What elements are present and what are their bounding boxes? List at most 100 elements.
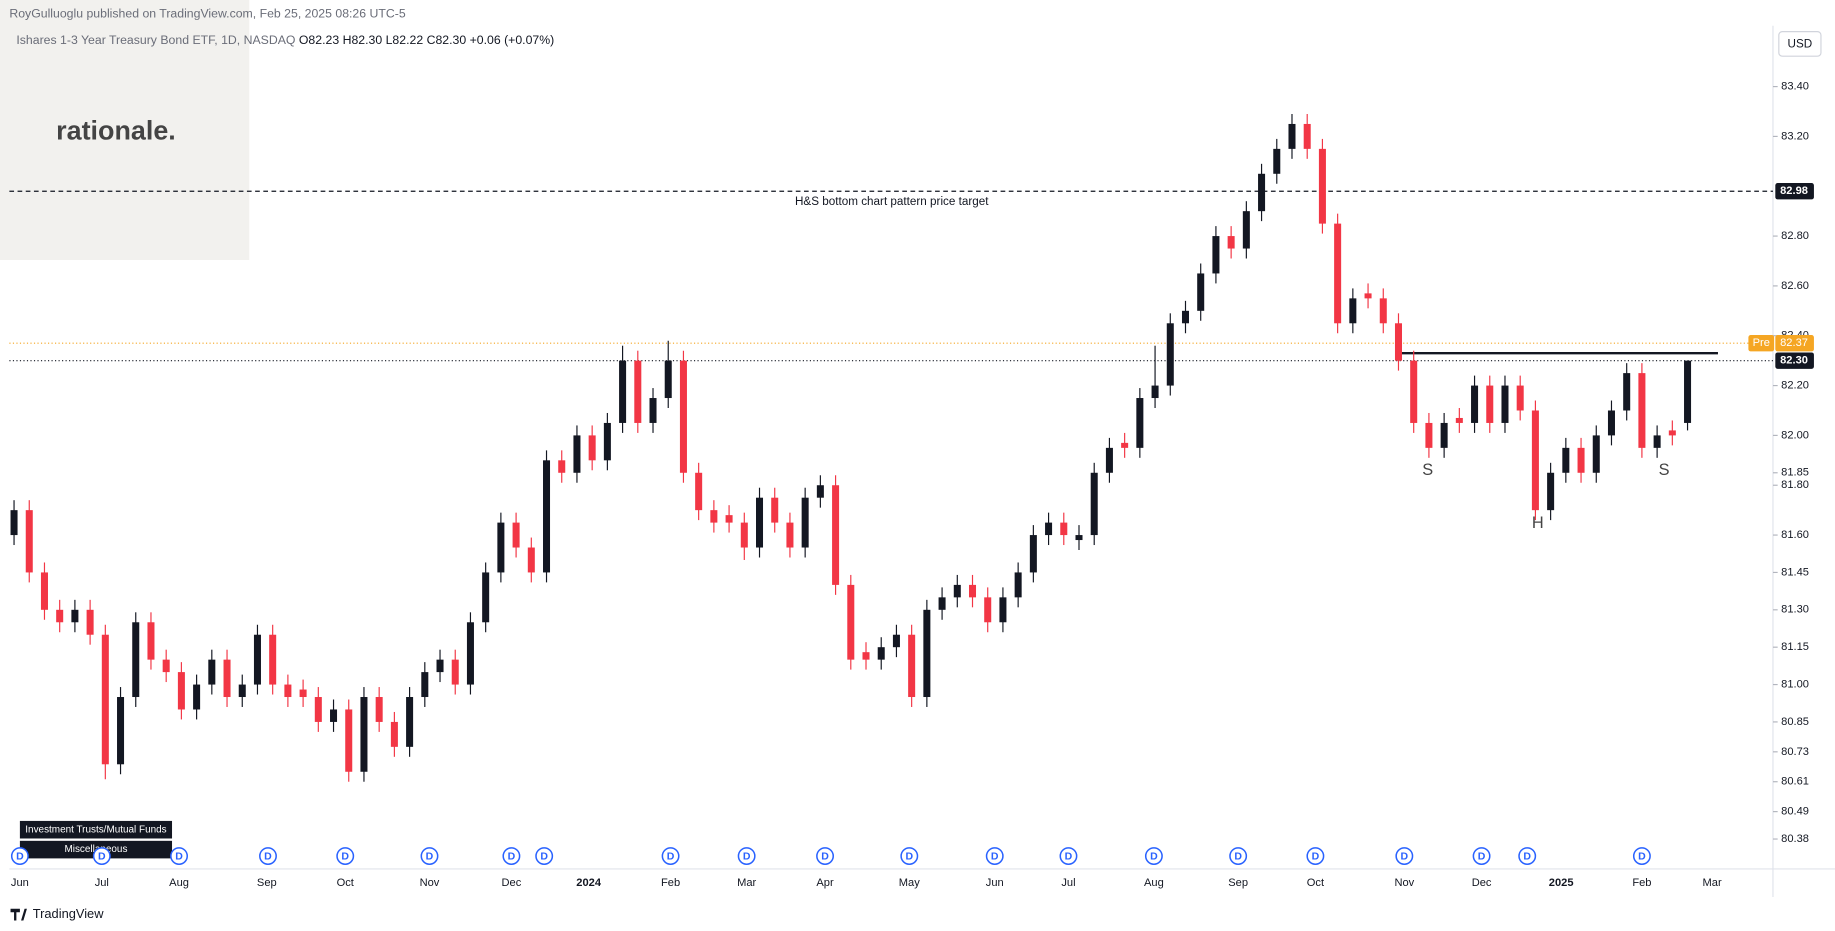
dividend-marker[interactable] bbox=[1229, 847, 1248, 866]
dividend-label[interactable]: D bbox=[743, 850, 751, 862]
dividend-marker[interactable] bbox=[170, 847, 189, 866]
dividend-marker[interactable] bbox=[1472, 847, 1491, 866]
x-tick-label: Oct bbox=[1307, 877, 1324, 889]
dividend-label[interactable]: D bbox=[1312, 850, 1320, 862]
candle-body bbox=[695, 472, 703, 511]
x-tick-label: Jul bbox=[1061, 877, 1075, 889]
y-tick-label: 81.85 bbox=[1781, 467, 1809, 479]
candle-body bbox=[1075, 535, 1083, 541]
currency-button[interactable] bbox=[1778, 31, 1822, 57]
dividend-marker[interactable] bbox=[92, 847, 111, 866]
dividend-label[interactable]: D bbox=[1401, 850, 1409, 862]
dividend-label[interactable]: D bbox=[1478, 850, 1486, 862]
dividend-marker[interactable] bbox=[1059, 847, 1078, 866]
price-label-box bbox=[1775, 183, 1814, 200]
dividend-label[interactable]: D bbox=[16, 850, 24, 862]
dividend-label[interactable]: D bbox=[1234, 850, 1242, 862]
x-tick-label: Apr bbox=[816, 877, 834, 889]
x-tick-label: Mar bbox=[1703, 877, 1722, 889]
dividend-label[interactable]: D bbox=[667, 850, 675, 862]
dividend-label[interactable]: D bbox=[906, 850, 914, 862]
candle-body bbox=[40, 572, 48, 610]
dividend-marker[interactable] bbox=[259, 847, 277, 866]
dividend-marker[interactable] bbox=[1518, 847, 1537, 866]
candle-body bbox=[177, 672, 185, 710]
candle-body bbox=[771, 497, 779, 523]
dividend-label[interactable]: D bbox=[341, 850, 349, 862]
dividend-label[interactable]: D bbox=[508, 850, 516, 862]
dividend-label[interactable]: D bbox=[540, 850, 548, 862]
dividend-label[interactable]: D bbox=[1523, 850, 1531, 862]
x-tick-label: Nov bbox=[1394, 877, 1414, 889]
candle-body bbox=[390, 721, 398, 747]
legend-open: O82.23 bbox=[299, 33, 339, 47]
candle-body bbox=[147, 622, 155, 660]
price-label: 82.37 bbox=[1780, 337, 1808, 349]
candle-body bbox=[1471, 385, 1479, 423]
candle-body bbox=[314, 697, 322, 722]
candle-body bbox=[938, 597, 946, 610]
candle-body bbox=[664, 360, 672, 399]
dividend-label[interactable]: D bbox=[426, 850, 434, 862]
candle-body bbox=[1242, 211, 1250, 249]
dividend-marker[interactable] bbox=[535, 847, 554, 866]
publisher: RoyGulluoglu published on TradingView.co… bbox=[9, 6, 405, 20]
candle-body bbox=[360, 697, 368, 772]
x-tick-label: Jun bbox=[11, 877, 29, 889]
dividend-marker[interactable] bbox=[1395, 847, 1414, 866]
x-tick-label: Feb bbox=[661, 877, 680, 889]
legend-close: C82.30 bbox=[427, 33, 467, 47]
dividend-label[interactable]: D bbox=[264, 850, 272, 862]
dividend-marker[interactable] bbox=[10, 847, 29, 866]
candle-body bbox=[1166, 323, 1174, 386]
candle-body bbox=[634, 360, 642, 423]
candle-body bbox=[193, 684, 201, 710]
candle-body bbox=[132, 622, 140, 698]
dividend-label[interactable]: D bbox=[175, 850, 183, 862]
dividend-marker[interactable] bbox=[1632, 847, 1651, 866]
candle-body bbox=[1501, 385, 1509, 423]
dividend-label[interactable]: D bbox=[821, 850, 829, 862]
candle-body bbox=[1045, 522, 1053, 536]
candle-body bbox=[436, 659, 444, 673]
dividend-marker[interactable] bbox=[661, 847, 680, 866]
candle-body bbox=[558, 460, 566, 473]
x-tick-label: Feb bbox=[1632, 877, 1651, 889]
dividend-marker[interactable] bbox=[816, 847, 835, 866]
dividend-marker[interactable] bbox=[900, 847, 919, 866]
candle-body bbox=[1288, 123, 1296, 149]
candle-body bbox=[573, 435, 581, 473]
dividend-label[interactable]: D bbox=[98, 850, 106, 862]
currency[interactable]: USD bbox=[1788, 38, 1813, 51]
dividend-marker[interactable] bbox=[1144, 847, 1163, 866]
dividend-marker[interactable] bbox=[1306, 847, 1325, 866]
dividend-marker[interactable] bbox=[502, 847, 521, 866]
candle-body bbox=[223, 659, 231, 698]
y-tick-label: 81.15 bbox=[1781, 641, 1809, 653]
y-tick-label: 82.20 bbox=[1781, 380, 1809, 392]
dividend-label[interactable]: D bbox=[991, 850, 999, 862]
candle-body bbox=[1531, 410, 1539, 511]
dividend-marker[interactable] bbox=[985, 847, 1004, 866]
price-label: 82.30 bbox=[1780, 355, 1808, 367]
y-tick-label: 80.38 bbox=[1781, 833, 1809, 845]
candle-body bbox=[710, 510, 718, 523]
y-tick-label: 80.61 bbox=[1781, 776, 1809, 788]
dividend-marker[interactable] bbox=[336, 847, 355, 866]
candle-body bbox=[649, 398, 657, 423]
dividend-marker[interactable] bbox=[420, 847, 439, 866]
y-tick-label: 83.40 bbox=[1781, 81, 1809, 93]
dividend-marker[interactable] bbox=[737, 847, 756, 866]
candle-body bbox=[1151, 385, 1159, 399]
candle-body bbox=[619, 360, 627, 423]
candle-body bbox=[25, 510, 33, 573]
candle-body bbox=[162, 659, 170, 673]
x-tick-label: 2024 bbox=[576, 877, 602, 889]
dividend-label[interactable]: D bbox=[1065, 850, 1073, 862]
y-tick-label: 82.00 bbox=[1781, 429, 1809, 441]
dividend-label[interactable]: D bbox=[1638, 850, 1646, 862]
candle-body bbox=[1577, 447, 1585, 473]
x-tick-label: Aug bbox=[169, 877, 189, 889]
dividend-label[interactable]: D bbox=[1150, 850, 1158, 862]
